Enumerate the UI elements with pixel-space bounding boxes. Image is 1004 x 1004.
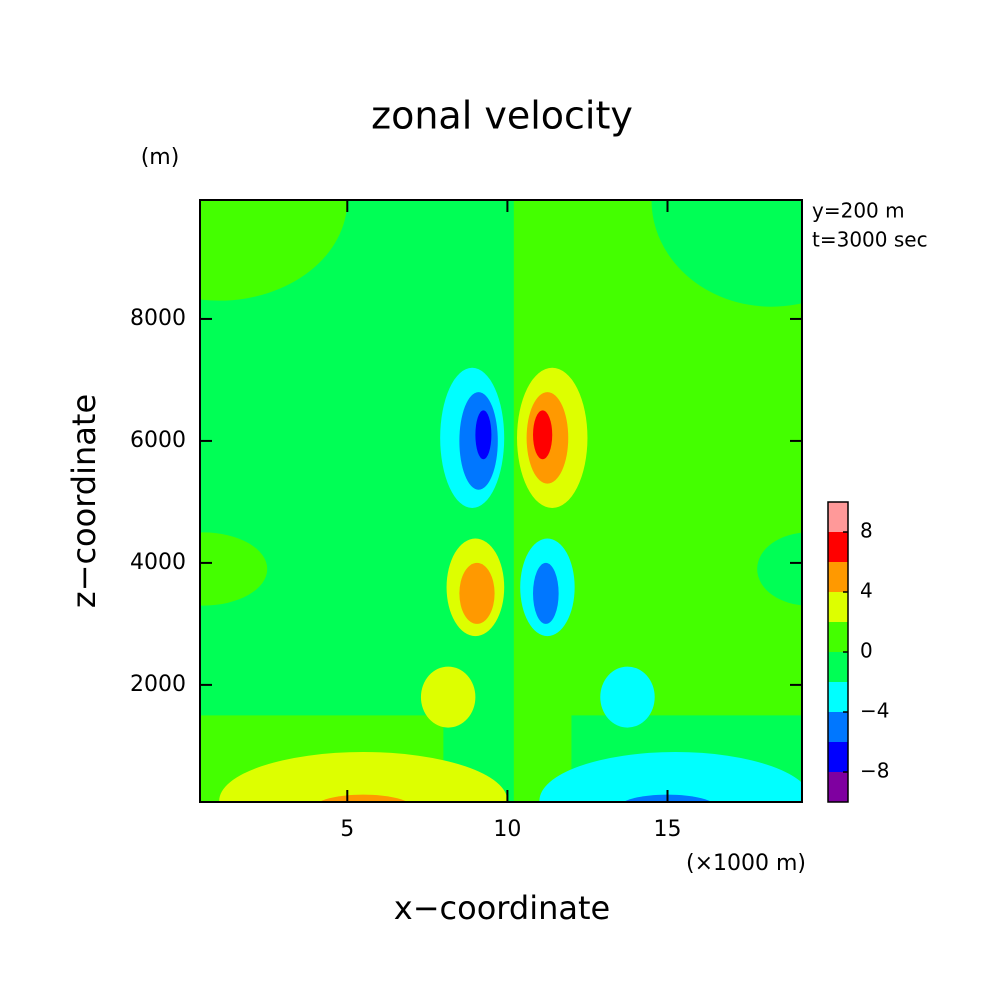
contour-region bbox=[200, 200, 348, 301]
colorbar-band bbox=[828, 532, 848, 562]
x-unit: (×1000 m) bbox=[686, 851, 806, 876]
contour-region bbox=[420, 666, 476, 728]
colorbar-band bbox=[828, 562, 848, 592]
chart-title: zonal velocity bbox=[371, 94, 633, 138]
y-tick-label: 8000 bbox=[130, 306, 186, 331]
contour-region bbox=[600, 666, 655, 728]
y-tick-label: 6000 bbox=[130, 428, 186, 453]
y-axis-label: z−coordinate bbox=[65, 394, 103, 608]
colorbar-band bbox=[828, 652, 848, 682]
contour-region bbox=[533, 410, 553, 460]
colorbar-band bbox=[828, 742, 848, 772]
contour-region bbox=[459, 562, 495, 624]
contour-region bbox=[533, 562, 559, 624]
contour-region bbox=[475, 410, 492, 460]
colorbar-tick-label: −8 bbox=[860, 759, 889, 783]
annotation: t=3000 sec bbox=[812, 228, 928, 252]
contour-region bbox=[539, 752, 802, 802]
colorbar-band bbox=[828, 712, 848, 742]
x-tick-label: 15 bbox=[654, 817, 682, 842]
y-unit: (m) bbox=[141, 145, 180, 170]
colorbar-band bbox=[828, 682, 848, 712]
contour-region bbox=[200, 532, 268, 606]
plot-frame bbox=[199, 199, 803, 803]
y-tick-label: 4000 bbox=[130, 550, 186, 575]
colorbar-band bbox=[828, 772, 848, 802]
x-tick-label: 5 bbox=[340, 817, 354, 842]
y-tick-label: 2000 bbox=[130, 672, 186, 697]
contour-region bbox=[651, 200, 802, 307]
colorbar-band bbox=[828, 502, 848, 532]
contour-region bbox=[219, 752, 508, 802]
annotation: y=200 m bbox=[812, 199, 905, 223]
x-tick-label: 10 bbox=[493, 817, 521, 842]
colorbar-tick-label: 0 bbox=[860, 639, 873, 663]
colorbar-band bbox=[828, 622, 848, 652]
plot-area bbox=[200, 200, 802, 802]
colorbar-tick-label: −4 bbox=[860, 699, 889, 723]
colorbar-tick-label: 4 bbox=[860, 579, 873, 603]
x-axis-label: x−coordinate bbox=[394, 889, 610, 927]
contour-region bbox=[319, 794, 408, 802]
colorbar-band bbox=[828, 592, 848, 622]
contour-region bbox=[757, 532, 802, 606]
colorbar-tick-label: 8 bbox=[860, 519, 873, 543]
